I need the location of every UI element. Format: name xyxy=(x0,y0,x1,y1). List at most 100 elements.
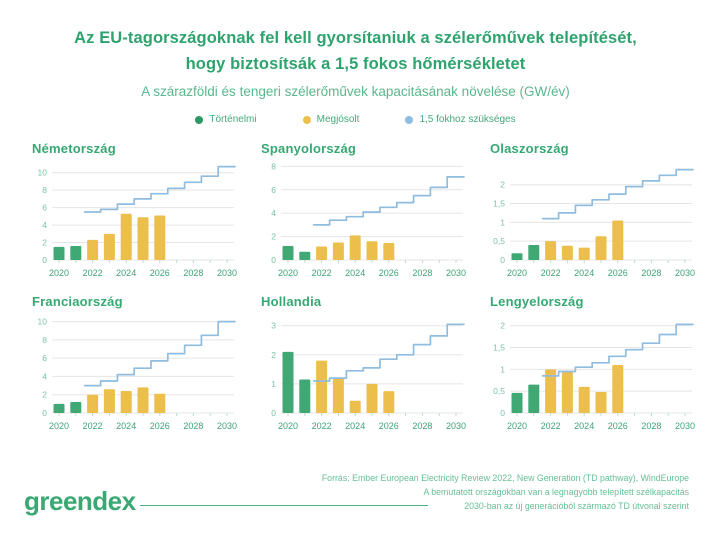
bar-germany-2025 xyxy=(137,217,149,261)
bar-france-2020 xyxy=(53,403,65,414)
y-tick-label: 6 xyxy=(42,353,47,363)
x-tick-label: 2024 xyxy=(345,268,365,278)
x-tick-label: 2026 xyxy=(150,421,170,431)
chart-italy: Olaszország 0 0,5 1 1,5 2 2020 2022 2024 2026 2028… xyxy=(484,141,697,282)
bar-poland-2026 xyxy=(612,365,624,414)
x-tick-label: 2022 xyxy=(83,421,103,431)
y-tick-label: 3 xyxy=(271,321,276,331)
y-tick-label: 6 xyxy=(42,203,47,213)
bar-netherlands-2020 xyxy=(282,352,294,414)
page-subtitle: A szárazföldi és tengeri szélerőművek ka… xyxy=(141,84,570,100)
bar-netherlands-2026 xyxy=(383,391,395,414)
legend-label: Megjósolt xyxy=(316,114,360,126)
x-tick-label: 2024 xyxy=(345,421,365,431)
x-tick-label: 2026 xyxy=(150,268,170,278)
bar-poland-2022 xyxy=(545,369,557,414)
y-tick-label: 0 xyxy=(500,255,505,265)
source-note: Forrás: Ember European Electricity Revie… xyxy=(322,471,689,513)
y-tick-label: 0 xyxy=(271,408,276,418)
bar-germany-2023 xyxy=(103,233,115,261)
x-tick-label: 2020 xyxy=(507,268,527,278)
header: Az EU-tagországoknak fel kell gyorsítani… xyxy=(0,0,711,125)
bar-italy-2022 xyxy=(545,241,557,261)
y-tick-label: 10 xyxy=(38,317,48,327)
legend-item-predicted: Megjósolt xyxy=(302,114,360,126)
chart-title-netherlands: Hollandia xyxy=(261,294,322,310)
x-tick-label: 2030 xyxy=(446,268,466,278)
y-tick-label: 0,5 xyxy=(493,236,505,246)
y-tick-label: 0,5 xyxy=(493,386,505,396)
chart-france: Franciaország 0 2 4 6 8 10 2020 2022 2024 2026 2028… xyxy=(26,294,239,435)
legend-dot-required xyxy=(405,115,414,124)
y-tick-label: 2 xyxy=(500,180,505,190)
x-tick-label: 2026 xyxy=(379,421,399,431)
legend-label: 1,5 fokhoz szükséges xyxy=(419,114,516,126)
step-line-germany xyxy=(83,165,236,213)
x-tick-label: 2028 xyxy=(412,421,432,431)
x-tick-label: 2022 xyxy=(312,421,332,431)
bar-spain-2025 xyxy=(366,241,378,261)
x-tick-label: 2030 xyxy=(446,421,466,431)
x-tick-label: 2030 xyxy=(675,421,695,431)
legend-dot-historical xyxy=(195,115,204,124)
x-tick-label: 2020 xyxy=(507,421,527,431)
source-line-3: 2030-ban az új generációból származó TD … xyxy=(464,500,689,511)
chart-plot-france: 0 2 4 6 8 10 2020 2022 2024 2026 2028 2030 xyxy=(38,317,237,431)
y-tick-label: 1 xyxy=(500,364,505,374)
x-tick-label: 2030 xyxy=(675,268,695,278)
y-tick-label: 2 xyxy=(42,390,47,400)
bar-france-2025 xyxy=(137,387,149,414)
step-line-netherlands xyxy=(312,323,465,382)
x-tick-label: 2022 xyxy=(541,421,561,431)
x-tick-label: 2028 xyxy=(183,421,203,431)
bar-poland-2020 xyxy=(511,393,523,414)
chart-title-germany: Németország xyxy=(32,141,116,157)
x-tick-label: 2030 xyxy=(217,421,237,431)
greendex-logo: greendex xyxy=(24,486,136,516)
y-tick-label: 0 xyxy=(42,255,47,265)
bar-germany-2026 xyxy=(154,215,166,261)
chart-plot-spain: 0 2 4 6 8 2020 2022 2024 2026 2028 2030 xyxy=(271,161,466,278)
bar-germany-2020 xyxy=(53,247,65,261)
x-tick-label: 2028 xyxy=(641,268,661,278)
legend-label: Történelmi xyxy=(209,114,257,126)
x-tick-label: 2030 xyxy=(217,268,237,278)
chart-plot-italy: 0 0,5 1 1,5 2 2020 2022 2024 2026 2028 2030 xyxy=(493,168,695,278)
legend-item-historical: Történelmi xyxy=(195,114,257,126)
x-tick-label: 2024 xyxy=(574,268,594,278)
footer: greendex Forrás: Ember European Electric… xyxy=(0,457,711,535)
bar-germany-2021 xyxy=(70,246,82,261)
bar-italy-2023 xyxy=(561,245,573,261)
bar-netherlands-2025 xyxy=(366,384,378,414)
y-tick-label: 8 xyxy=(42,335,47,345)
x-tick-label: 2026 xyxy=(608,268,628,278)
chart-title-spain: Spanyolország xyxy=(261,141,357,157)
bar-poland-2024 xyxy=(578,386,590,414)
y-tick-label: 6 xyxy=(271,185,276,195)
page-title-line2: hogy biztosítsák a 1,5 fokos hőmérséklet… xyxy=(185,54,526,73)
chart-title-italy: Olaszország xyxy=(490,141,569,157)
bar-france-2024 xyxy=(120,391,132,414)
footer-divider xyxy=(140,505,428,506)
step-line-poland xyxy=(541,323,694,377)
legend-item-required: 1,5 fokhoz szükséges xyxy=(405,114,516,126)
y-tick-label: 2 xyxy=(271,232,276,242)
bar-italy-2025 xyxy=(595,236,607,261)
bar-netherlands-2021 xyxy=(299,379,311,414)
chart-plot-poland: 0 0,5 1 1,5 2 2020 2022 2024 2026 2028 2030 xyxy=(493,321,695,431)
source-line-2: A bemutatott országokban van a legnagyob… xyxy=(423,486,689,497)
bar-spain-2024 xyxy=(349,235,361,261)
y-tick-label: 8 xyxy=(271,161,276,171)
bar-germany-2022 xyxy=(87,240,99,261)
chart-title-poland: Lengyelország xyxy=(490,294,584,310)
bar-italy-2024 xyxy=(578,247,590,261)
x-tick-label: 2028 xyxy=(412,268,432,278)
y-tick-label: 2 xyxy=(271,350,276,360)
bar-spain-2021 xyxy=(299,251,311,261)
y-tick-label: 1 xyxy=(500,217,505,227)
y-tick-label: 0 xyxy=(271,255,276,265)
x-tick-label: 2020 xyxy=(278,421,298,431)
chart-poland: Lengyelország 0 0,5 1 1,5 2 2020 2022 2024 2026 20… xyxy=(484,294,697,435)
x-tick-label: 2022 xyxy=(541,268,561,278)
y-tick-label: 0 xyxy=(500,408,505,418)
